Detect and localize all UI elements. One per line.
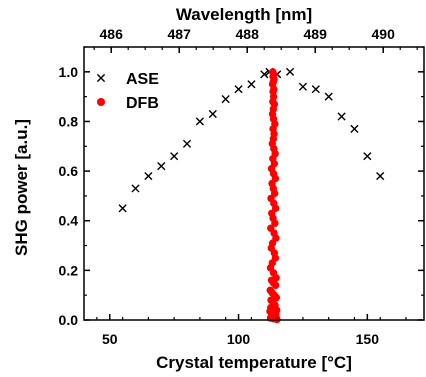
ase-point: [158, 163, 165, 170]
ase-point: [183, 140, 190, 147]
ase-point: [222, 96, 229, 103]
ase-point: [299, 83, 306, 90]
series-dfb: [266, 68, 280, 323]
y-tick-label: 1.0: [59, 64, 79, 80]
y-tick-label: 0.0: [59, 312, 79, 328]
x-tick-label: 100: [227, 331, 251, 347]
legend: ASE DFB: [97, 71, 159, 112]
ase-point: [377, 172, 384, 179]
ase-point: [132, 185, 139, 192]
y-tick-label: 0.4: [59, 213, 79, 229]
ase-point: [286, 68, 293, 75]
top-tick-label: 486: [100, 26, 124, 42]
top-axis-title: Wavelength [nm]: [176, 5, 312, 24]
legend-ase-marker: [97, 74, 104, 81]
y-axis-title: SHG power [a.u.]: [12, 119, 31, 256]
y-tick-label: 0.8: [59, 113, 79, 129]
ase-point: [119, 205, 126, 212]
legend-label-dfb: DFB: [126, 95, 159, 112]
y-tick-label: 0.6: [59, 163, 79, 179]
ase-point: [145, 172, 152, 179]
ase-point: [171, 153, 178, 160]
top-tick-label: 488: [236, 26, 260, 42]
series-ase: [119, 68, 384, 212]
y-tick-label: 0.2: [59, 262, 79, 278]
ase-point: [351, 125, 358, 132]
x-tick-label: 150: [356, 331, 380, 347]
ase-point: [248, 81, 255, 88]
ase-point: [338, 113, 345, 120]
legend-label-ase: ASE: [126, 71, 159, 88]
top-tick-label: 489: [304, 26, 328, 42]
axis-ticks: 50 100 150 0.0 0.2 0.4 0.6 0.8 1.0 486 487 488 489 49…: [59, 26, 424, 347]
top-tick-label: 487: [168, 26, 192, 42]
top-tick-label: 490: [372, 26, 396, 42]
ase-point: [364, 153, 371, 160]
legend-dfb-marker: [97, 98, 105, 106]
x-tick-label: 50: [102, 331, 118, 347]
ase-point: [235, 86, 242, 93]
x-axis-title: Crystal temperature [°C]: [156, 353, 352, 372]
ase-point: [209, 110, 216, 117]
ase-point: [312, 86, 319, 93]
ase-point: [325, 93, 332, 100]
ase-point: [196, 118, 203, 125]
